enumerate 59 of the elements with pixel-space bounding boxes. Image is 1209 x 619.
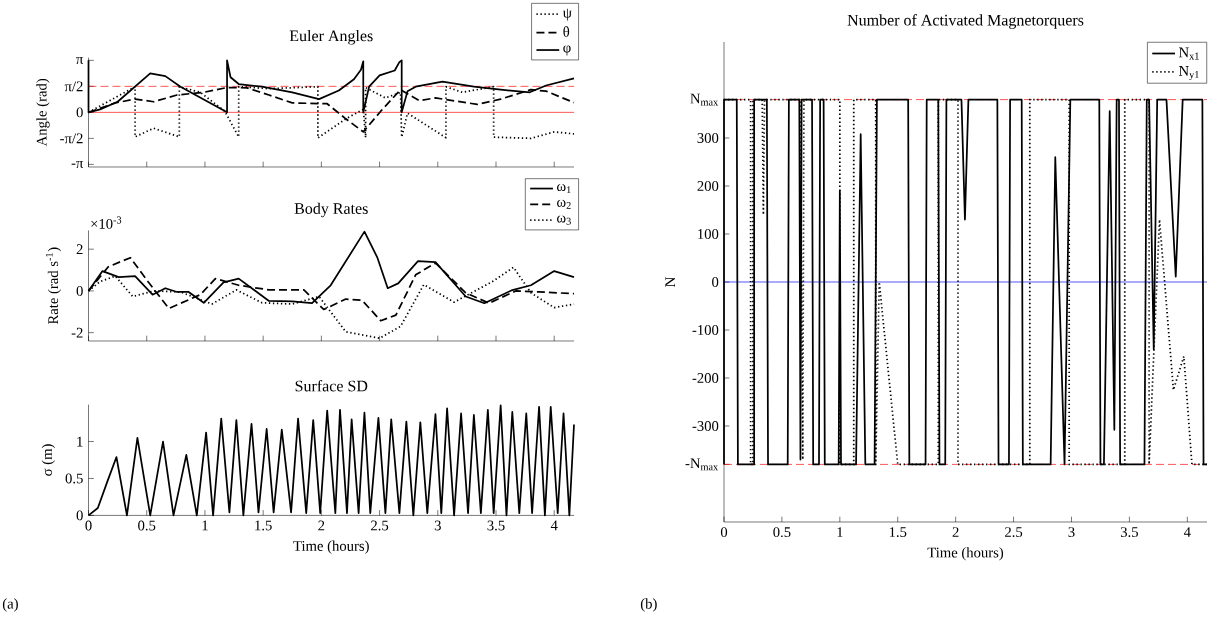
- legend-label: ψ: [562, 8, 572, 21]
- x-tick-label: 0.5: [138, 520, 156, 531]
- x-tick-label: 1: [202, 520, 208, 531]
- y-tick-label: N$_{max}$: [690, 93, 719, 106]
- y-tick-label: 0: [76, 107, 83, 118]
- x-tick-label: 2.5: [371, 520, 389, 531]
- x-tick-label: 3: [434, 520, 441, 531]
- x-tick-label: 3.5: [1120, 527, 1138, 538]
- x-tick-label: 0: [720, 527, 728, 538]
- legend-label: N$_{y1}$: [1178, 66, 1199, 81]
- y-tick-label: -π: [71, 160, 84, 168]
- y-tick-label: 1: [77, 436, 83, 447]
- chart-title: Surface SD: [295, 380, 368, 392]
- chart-title: Body Rates: [294, 202, 368, 218]
- y-tick-label: -π/2: [60, 133, 83, 144]
- x-tick-label: 0.5: [773, 527, 791, 538]
- x-tick-label: 1.5: [889, 527, 907, 538]
- y-tick-label: 300: [697, 133, 719, 143]
- x-tick-label: 1.5: [255, 520, 272, 531]
- x-axis-title: Time (hours): [927, 547, 1004, 561]
- legend-label: ω$_{2}$: [557, 199, 571, 209]
- y-axis-title: Angle (rad): [36, 78, 50, 147]
- y-tick-label: 0: [712, 277, 719, 287]
- x-tick-label: 3.5: [487, 520, 505, 531]
- y-tick-label: 200: [697, 181, 719, 191]
- y-tick-label: -2: [71, 327, 83, 338]
- legend-label: φ: [563, 45, 571, 56]
- x-axis-title: Time (hours): [293, 540, 369, 554]
- y-tick-label: 100: [698, 229, 719, 239]
- y-tick-label: 0: [76, 285, 83, 296]
- x-tick-label: 0: [85, 520, 92, 531]
- legend-label: ω$_{3}$: [557, 215, 571, 225]
- text: (b): [640, 598, 657, 612]
- text: ×10$^{-3}$: [91, 216, 122, 229]
- legend-label: θ: [563, 26, 570, 37]
- x-tick-label: 2.5: [1005, 527, 1023, 538]
- y-axis-title: N: [665, 277, 675, 287]
- y-tick-label: -N$_{max}$: [685, 458, 719, 471]
- legend-label: ω$_{1}$: [557, 184, 571, 194]
- y-axis-title: σ (m): [41, 444, 55, 476]
- y-tick-label: 2: [76, 244, 83, 255]
- x-tick-label: 3: [1068, 527, 1075, 538]
- text: (a): [2, 598, 18, 612]
- legend-label: N$_{x1}$: [1178, 47, 1199, 60]
- y-tick-label: -300: [692, 421, 719, 431]
- x-tick-label: 4: [550, 520, 558, 531]
- chart-title: Number of Activated Magnetorquers: [847, 14, 1084, 29]
- x-tick-label: 2: [318, 520, 325, 531]
- x-tick-label: 4: [1183, 527, 1191, 537]
- chart-title: Euler Angles: [289, 30, 373, 45]
- y-tick-label: 0.5: [65, 473, 83, 484]
- y-tick-label: -200: [692, 373, 719, 383]
- y-tick-label: 0: [76, 510, 83, 521]
- y-tick-label: -100: [692, 325, 719, 335]
- y-tick-label: π: [76, 56, 84, 64]
- x-tick-label: 1: [837, 527, 843, 537]
- y-tick-label: π/2: [64, 81, 83, 92]
- y-axis-title: Rate (rad s$^{-1}$): [45, 247, 62, 325]
- x-tick-label: 2: [952, 527, 959, 537]
